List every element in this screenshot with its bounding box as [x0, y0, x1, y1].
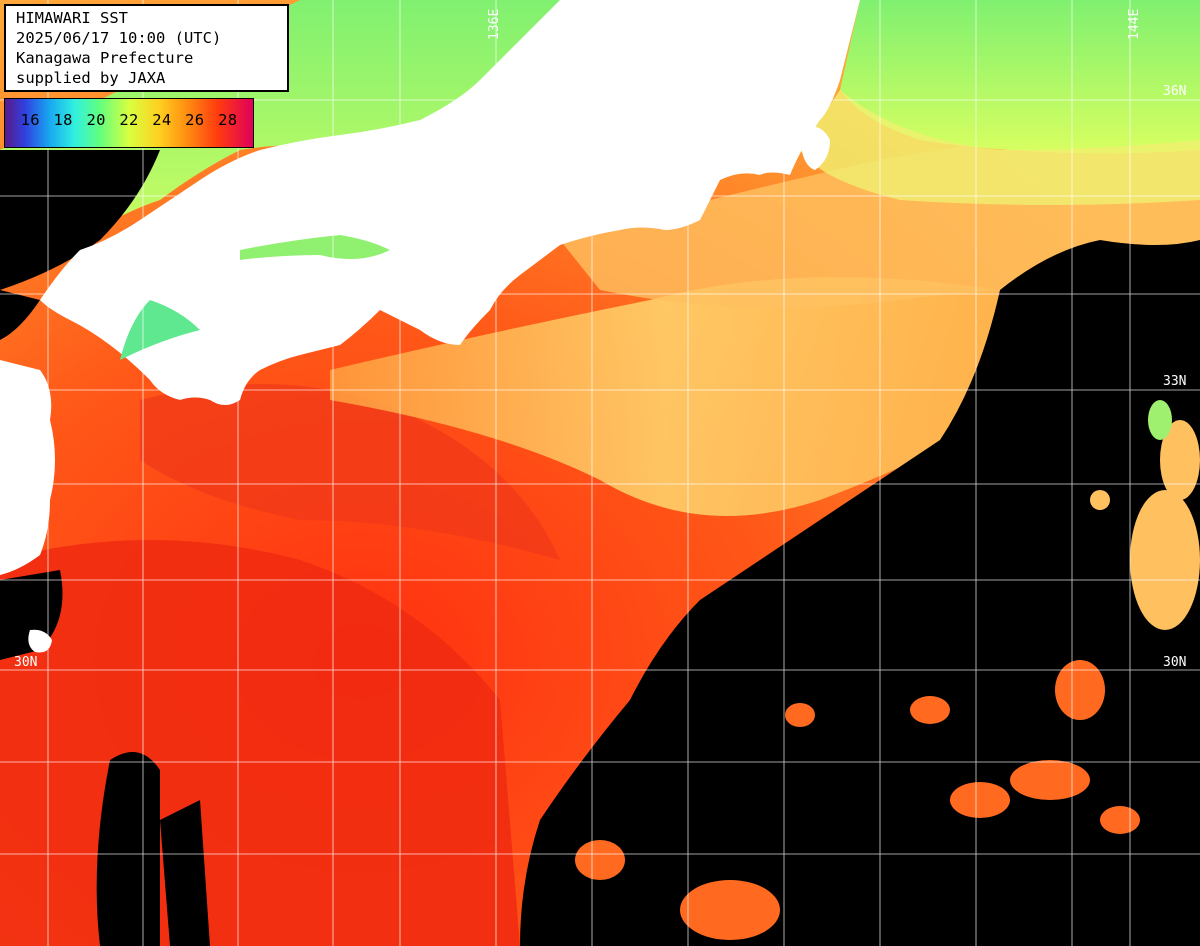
- pale-patches-east: [1090, 420, 1200, 630]
- land-shikoku: [210, 255, 374, 303]
- lon-label-right: 144E: [1127, 9, 1142, 40]
- legend-label: 20: [86, 111, 106, 129]
- lon-label-left: 136E: [487, 9, 502, 40]
- ocean-transition-northeast: [800, 90, 1200, 205]
- temperature-legend: 16 18 20 22 24 26 28: [4, 98, 254, 148]
- lat-label-bottom-left: 30N: [14, 655, 37, 670]
- land-boso: [800, 126, 830, 170]
- legend-label: 22: [119, 111, 139, 129]
- land-island-south: [28, 629, 52, 653]
- legend-label: 28: [218, 111, 238, 129]
- info-box: HIMAWARI SST 2025/06/17 10:00 (UTC) Kana…: [4, 4, 289, 92]
- lat-label-top: 36N: [1163, 84, 1186, 99]
- legend-label: 26: [185, 111, 205, 129]
- lat-label-bottom-right: 30N: [1163, 655, 1186, 670]
- no-data-southwest-2: [160, 800, 210, 946]
- ocean-cool-northeast: [840, 0, 1200, 154]
- warm-patches: [575, 660, 1140, 940]
- map-provider: Kanagawa Prefecture: [16, 49, 194, 67]
- ocean-cool-northwest: [0, 0, 560, 280]
- ocean-pale-band: [330, 277, 1000, 516]
- green-patches-east: [1148, 400, 1172, 440]
- ocean-hot-region-2: [140, 384, 560, 560]
- legend-label: 16: [20, 111, 40, 129]
- no-data-west: [0, 150, 160, 290]
- no-data-west-2: [0, 290, 40, 340]
- land-kyushu: [0, 360, 55, 575]
- legend-label: 24: [152, 111, 172, 129]
- no-data-southwest: [96, 752, 160, 946]
- map-credit: supplied by JAXA: [16, 69, 166, 87]
- lat-label-mid: 33N: [1163, 374, 1186, 389]
- inland-sea-cool-2: [240, 235, 390, 260]
- land-kii-peninsula: [400, 236, 445, 304]
- legend-labels: 16 18 20 22 24 26 28: [5, 111, 253, 129]
- legend-label: 18: [53, 111, 73, 129]
- map-datetime: 2025/06/17 10:00 (UTC): [16, 29, 222, 47]
- map-title: HIMAWARI SST: [16, 9, 128, 27]
- land-honshu: [40, 0, 860, 405]
- inland-sea-cool: [120, 300, 200, 360]
